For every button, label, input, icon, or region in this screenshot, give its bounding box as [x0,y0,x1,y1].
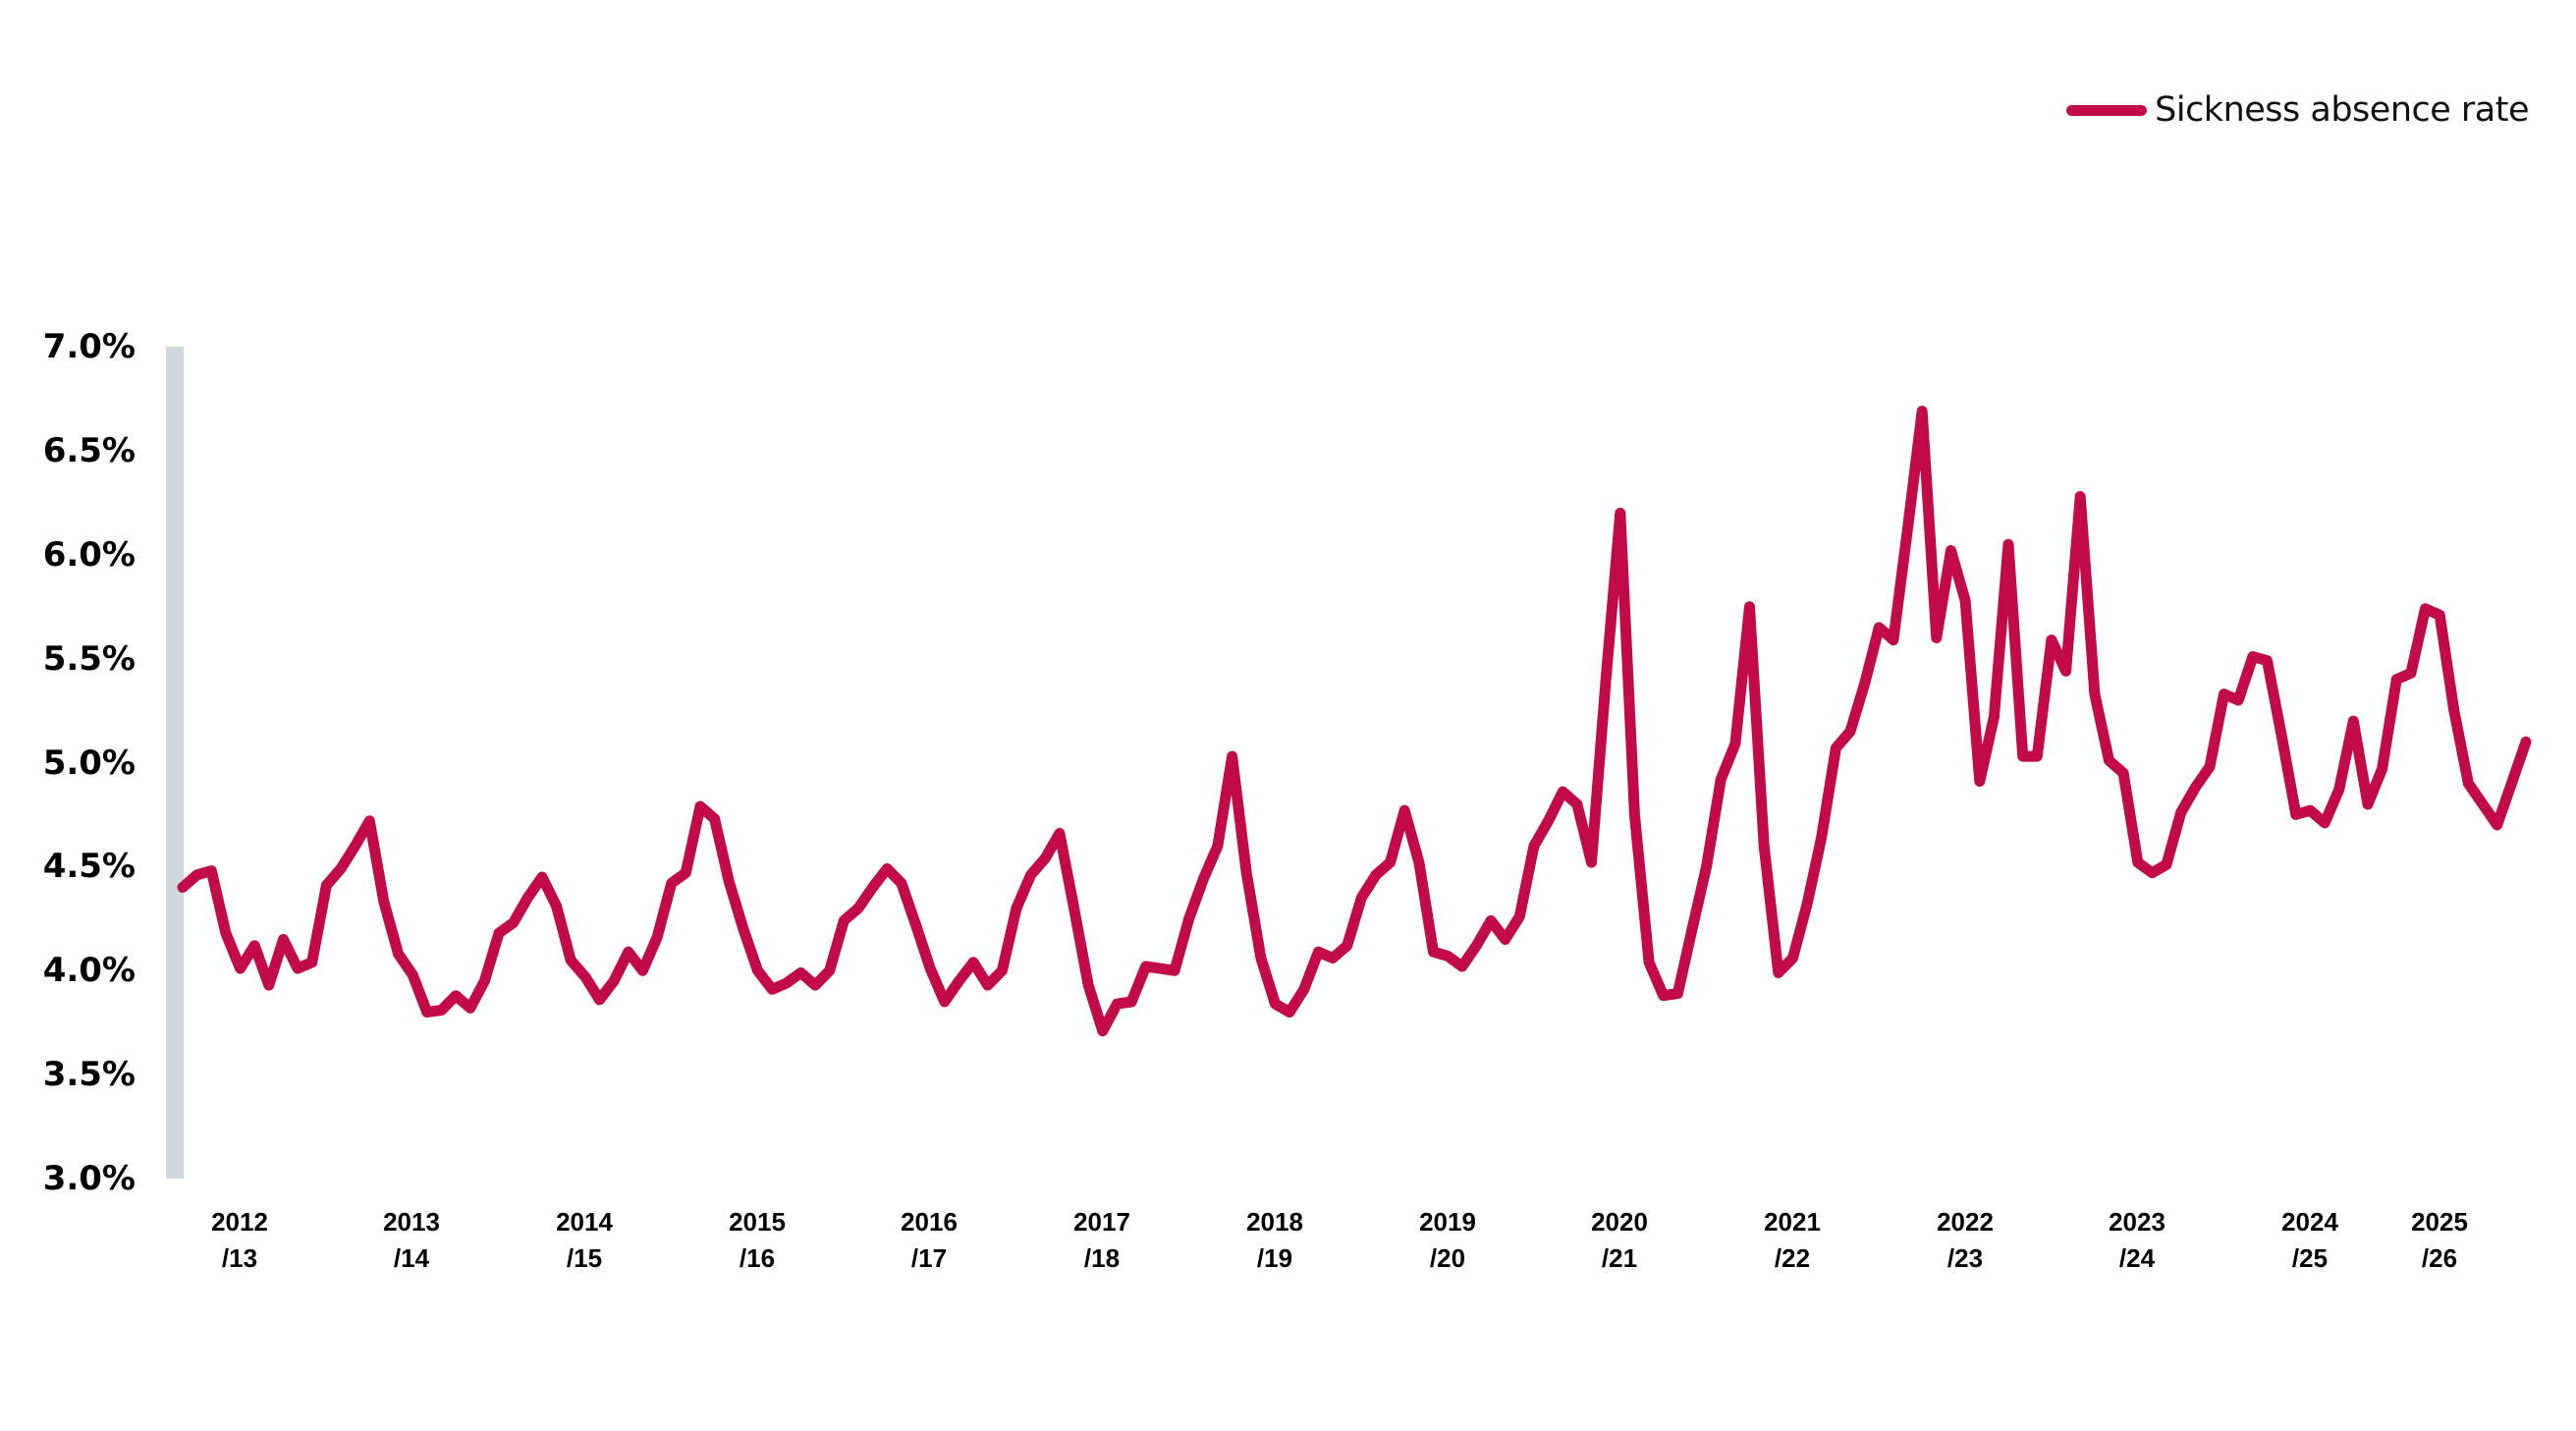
y-tick-label: 6.0% [42,534,136,575]
y-tick-label: 4.5% [42,847,136,887]
x-tick-label: 2018/19 [1246,1207,1303,1273]
y-tick-label: 5.0% [42,743,136,783]
sickness-absence-line [177,406,2532,1037]
y-tick-label: 3.0% [42,1159,136,1198]
x-tick-label: 2012/13 [211,1207,268,1273]
x-tick-label: 2022/23 [1937,1207,1994,1273]
x-tick-label: 2015/16 [729,1207,786,1273]
x-tick-label: 2020/21 [1591,1207,1648,1273]
x-tick-label: 2014/15 [556,1207,613,1273]
y-tick-label: 3.5% [42,1055,136,1095]
y-tick-label: 7.0% [42,327,136,366]
legend-label: Sickness absence rate [2155,90,2529,130]
x-tick-label: 2025/26 [2411,1207,2468,1273]
x-tick-label: 2013/14 [383,1207,440,1273]
chart-legend: Sickness absence rate [2066,90,2529,130]
y-tick-label: 5.5% [42,638,136,679]
legend-line-swatch-icon [2066,104,2148,116]
x-tick-label: 2016/17 [901,1207,958,1273]
x-tick-label: 2023/24 [2109,1207,2165,1273]
y-tick-label: 4.0% [42,951,136,991]
x-tick-label: 2024/25 [2281,1207,2338,1273]
x-tick-label: 2021/22 [1764,1207,1821,1273]
y-axis-bar [166,347,184,1179]
x-tick-label: 2017/18 [1073,1207,1130,1273]
y-tick-label: 6.5% [42,430,136,470]
x-tick-label: 2019/20 [1419,1207,1476,1273]
